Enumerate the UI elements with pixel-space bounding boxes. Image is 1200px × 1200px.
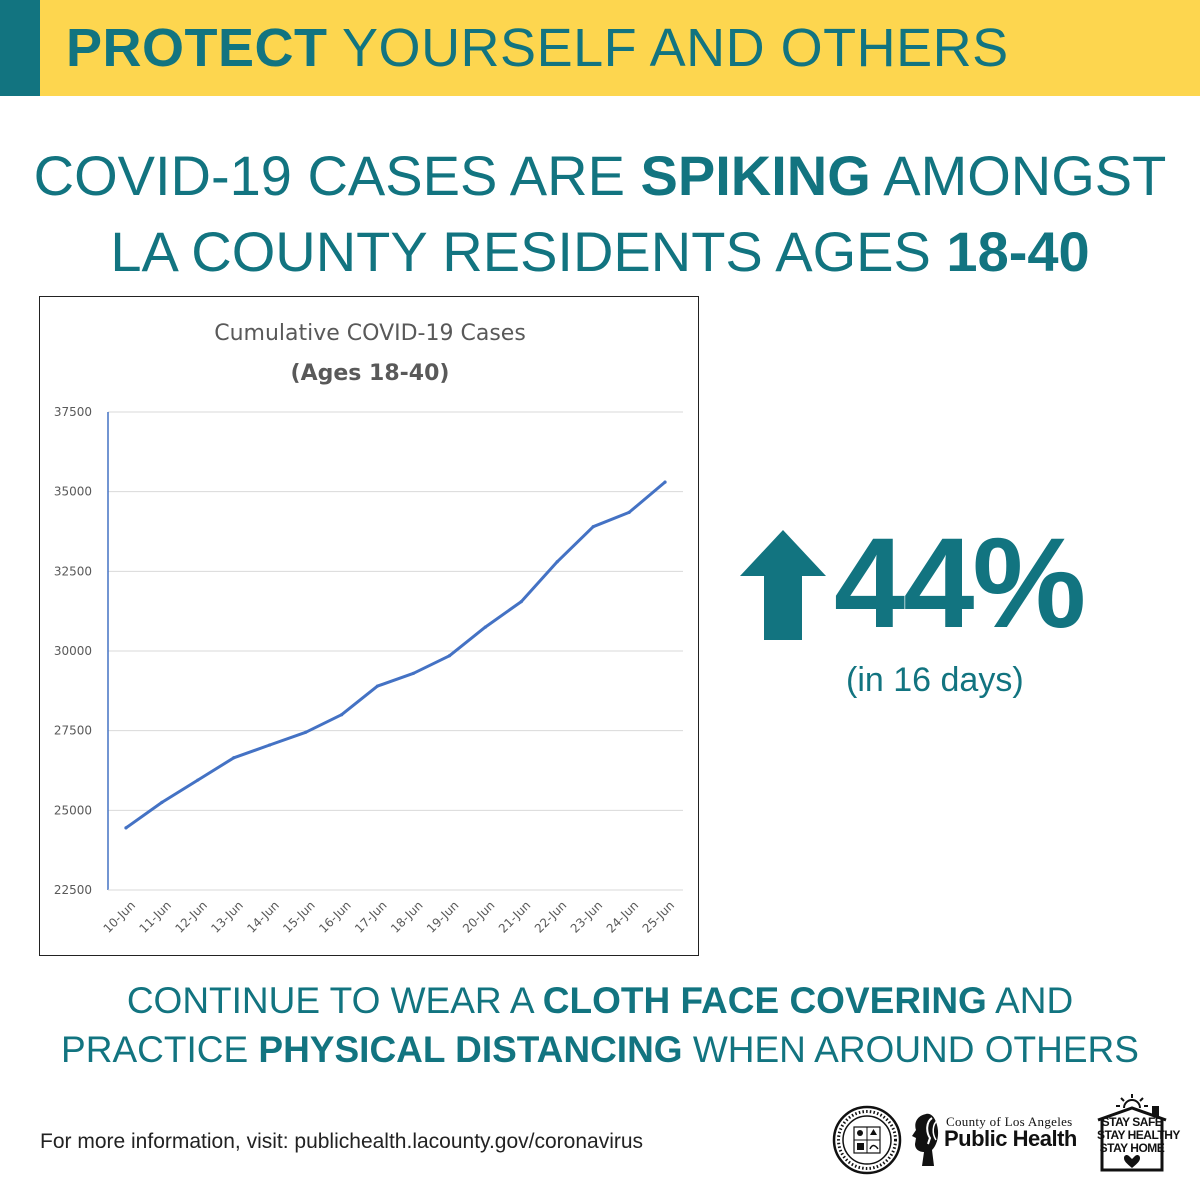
y-tick-label: 27500 — [54, 724, 92, 738]
stay-safe-line: STAY SAFE — [1101, 1115, 1163, 1129]
x-tick-label: 17-Jun — [352, 898, 389, 935]
x-tick-label: 25-Jun — [640, 898, 677, 935]
headline-text: AMONGST — [870, 144, 1167, 207]
data-point — [519, 600, 523, 604]
x-tick-label: 12-Jun — [172, 898, 209, 935]
increase-percentage: 44% — [834, 512, 1086, 655]
banner-title-rest: YOURSELF AND OTHERS — [327, 18, 1009, 78]
data-point — [447, 654, 452, 658]
cta-emphasis: CLOTH FACE COVERING — [542, 980, 987, 1021]
more-info-link[interactable]: For more information, visit: publichealt… — [40, 1130, 644, 1153]
stay-safe-logo: STAY SAFE STAY HEALTHY STAY HOME — [1094, 1094, 1180, 1174]
header-banner: PROTECT YOURSELF AND OTHERS — [0, 0, 1200, 96]
public-health-logo-county: County of Los Angeles — [946, 1114, 1073, 1129]
stay-healthy-line: STAY HEALTHY — [1097, 1128, 1180, 1142]
cta-text: CONTINUE TO WEAR A — [126, 980, 543, 1021]
data-point — [411, 671, 416, 675]
y-tick-label: 32500 — [54, 564, 92, 578]
x-tick-label: 14-Jun — [244, 898, 281, 935]
cta-text: AND — [986, 980, 1074, 1021]
call-to-action: CONTINUE TO WEAR A CLOTH FACE COVERING A… — [0, 976, 1200, 1074]
data-point — [124, 826, 128, 830]
headline-emphasis: SPIKING — [640, 144, 871, 207]
x-tick-label: 11-Jun — [137, 898, 174, 935]
data-point — [268, 743, 272, 747]
x-tick-label: 13-Jun — [208, 898, 245, 935]
x-tick-label: 22-Jun — [532, 898, 569, 935]
headline-line-1: COVID-19 CASES ARE SPIKING AMONGST — [0, 138, 1200, 214]
data-point — [375, 684, 380, 688]
headline-emphasis: 18-40 — [946, 220, 1090, 283]
cta-line-1: CONTINUE TO WEAR A CLOTH FACE COVERING A… — [0, 976, 1200, 1025]
banner-title: PROTECT YOURSELF AND OTHERS — [66, 16, 1009, 80]
data-point — [196, 778, 200, 782]
arrow-up-icon — [740, 530, 826, 640]
cta-emphasis: PHYSICAL DISTANCING — [258, 1029, 683, 1070]
y-tick-label: 37500 — [54, 405, 92, 419]
house-sun-icon — [1097, 1094, 1167, 1172]
x-tick-label: 16-Jun — [316, 898, 353, 935]
headline-text: LA COUNTY RESIDENTS AGES — [110, 220, 947, 283]
data-point — [304, 730, 308, 734]
headline: COVID-19 CASES ARE SPIKING AMONGST LA CO… — [0, 138, 1200, 290]
y-tick-label: 25000 — [54, 803, 92, 817]
chart-title: Cumulative COVID-19 Cases — [214, 321, 526, 346]
x-tick-label: 10-Jun — [101, 898, 138, 935]
stay-safe-text: STAY SAFE STAY HEALTHY STAY HOME — [1097, 1115, 1180, 1155]
cta-text: PRACTICE — [61, 1029, 259, 1070]
y-tick-label: 35000 — [54, 485, 92, 499]
x-tick-label: 21-Jun — [496, 898, 533, 935]
x-tick-label: 24-Jun — [604, 898, 641, 935]
county-seal-icon — [832, 1105, 902, 1175]
data-point — [663, 480, 667, 484]
series-line — [124, 480, 667, 830]
y-tick-label: 22500 — [54, 883, 92, 897]
line-chart: Cumulative COVID-19 Cases (Ages 18-40) 225… — [54, 321, 683, 936]
chart-subtitle: (Ages 18-40) — [291, 361, 450, 386]
chart-container: Cumulative COVID-19 Cases (Ages 18-40) 225… — [39, 296, 699, 956]
x-tick-label: 19-Jun — [424, 898, 461, 935]
x-tick-label: 23-Jun — [568, 898, 605, 935]
data-point — [160, 800, 164, 804]
cta-line-2: PRACTICE PHYSICAL DISTANCING WHEN AROUND… — [0, 1025, 1200, 1074]
profiles-icon — [912, 1113, 939, 1166]
stay-home-line: STAY HOME — [1099, 1141, 1165, 1155]
data-point — [555, 560, 559, 564]
cta-text: WHEN AROUND OTHERS — [682, 1029, 1139, 1070]
banner-title-bold: PROTECT — [66, 18, 328, 78]
x-tick-label: 18-Jun — [388, 898, 425, 935]
x-tick-label: 15-Jun — [280, 898, 317, 935]
headline-line-2: LA COUNTY RESIDENTS AGES 18-40 — [0, 214, 1200, 290]
data-point — [627, 510, 631, 514]
increase-period: (in 16 days) — [846, 661, 1024, 699]
x-tick-label: 20-Jun — [460, 898, 497, 935]
public-health-logo: County of Los Angeles Public Health — [906, 1110, 1086, 1168]
public-health-logo-title: Public Health — [944, 1126, 1077, 1151]
data-point — [232, 756, 236, 760]
stat-callout: 44% (in 16 days) — [734, 514, 1154, 740]
data-point — [591, 525, 595, 529]
headline-text: COVID-19 CASES ARE — [33, 144, 641, 207]
data-point — [483, 625, 487, 629]
y-tick-label: 30000 — [54, 644, 92, 658]
data-point — [339, 713, 344, 717]
banner-accent-stripe — [0, 0, 40, 96]
